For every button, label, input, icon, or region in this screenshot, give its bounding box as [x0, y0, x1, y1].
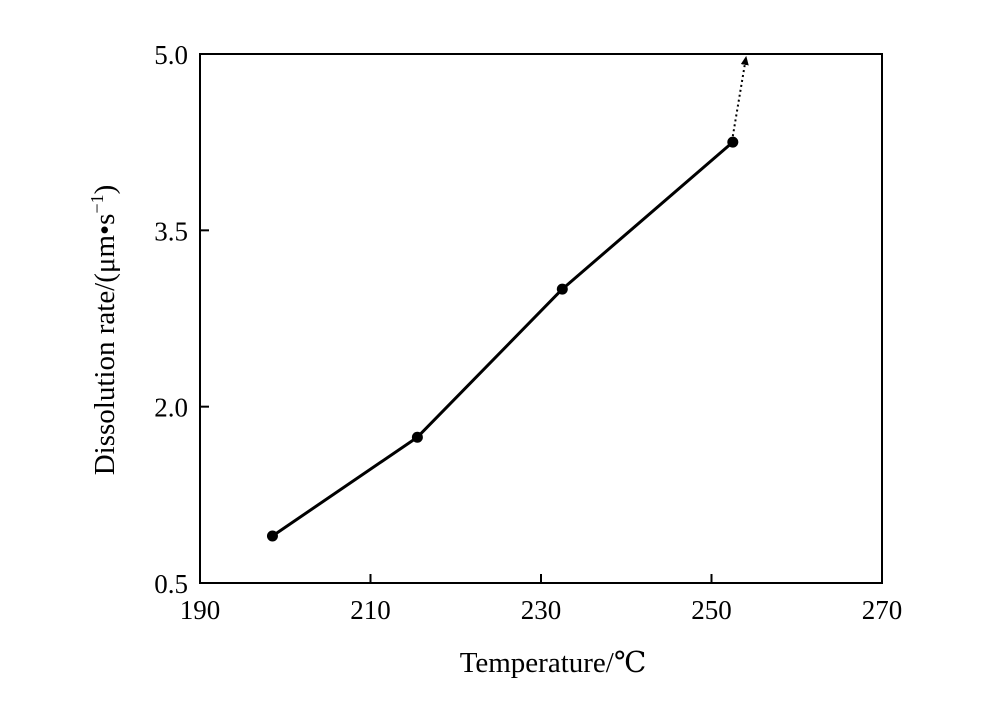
y-axis-title-exponent: −1	[87, 194, 107, 213]
annotation-layer	[731, 55, 749, 137]
trend-arrow	[731, 55, 749, 137]
y-tick-label: 2.0	[154, 393, 188, 423]
y-axis-title-main: Dissolution rate/(μm•s	[89, 214, 121, 476]
data-point	[727, 136, 739, 148]
plot-frame	[199, 53, 883, 584]
y-tick-label: 0.5	[154, 569, 188, 599]
x-tick-label: 250	[691, 595, 732, 625]
series-layer	[266, 136, 739, 542]
x-axis-ticks: 190 210 230 250 270	[180, 574, 903, 625]
y-axis-title: Dissolution rate/(μm•s−1)	[87, 185, 121, 476]
x-axis-title: Temperature/℃	[460, 647, 647, 679]
y-tick-label: 5.0	[154, 40, 188, 70]
data-point	[266, 530, 278, 542]
x-tick-label: 210	[350, 595, 391, 625]
series-line	[271, 141, 734, 538]
y-axis-title-close: )	[89, 185, 121, 195]
data-point	[411, 431, 423, 443]
y-tick-label: 3.5	[154, 216, 188, 246]
x-tick-label: 230	[521, 595, 562, 625]
x-tick-label: 270	[862, 595, 903, 625]
x-tick-label: 190	[180, 595, 221, 625]
y-axis-ticks: 0.5 2.0 3.5 5.0	[154, 40, 209, 599]
data-point	[556, 283, 568, 295]
